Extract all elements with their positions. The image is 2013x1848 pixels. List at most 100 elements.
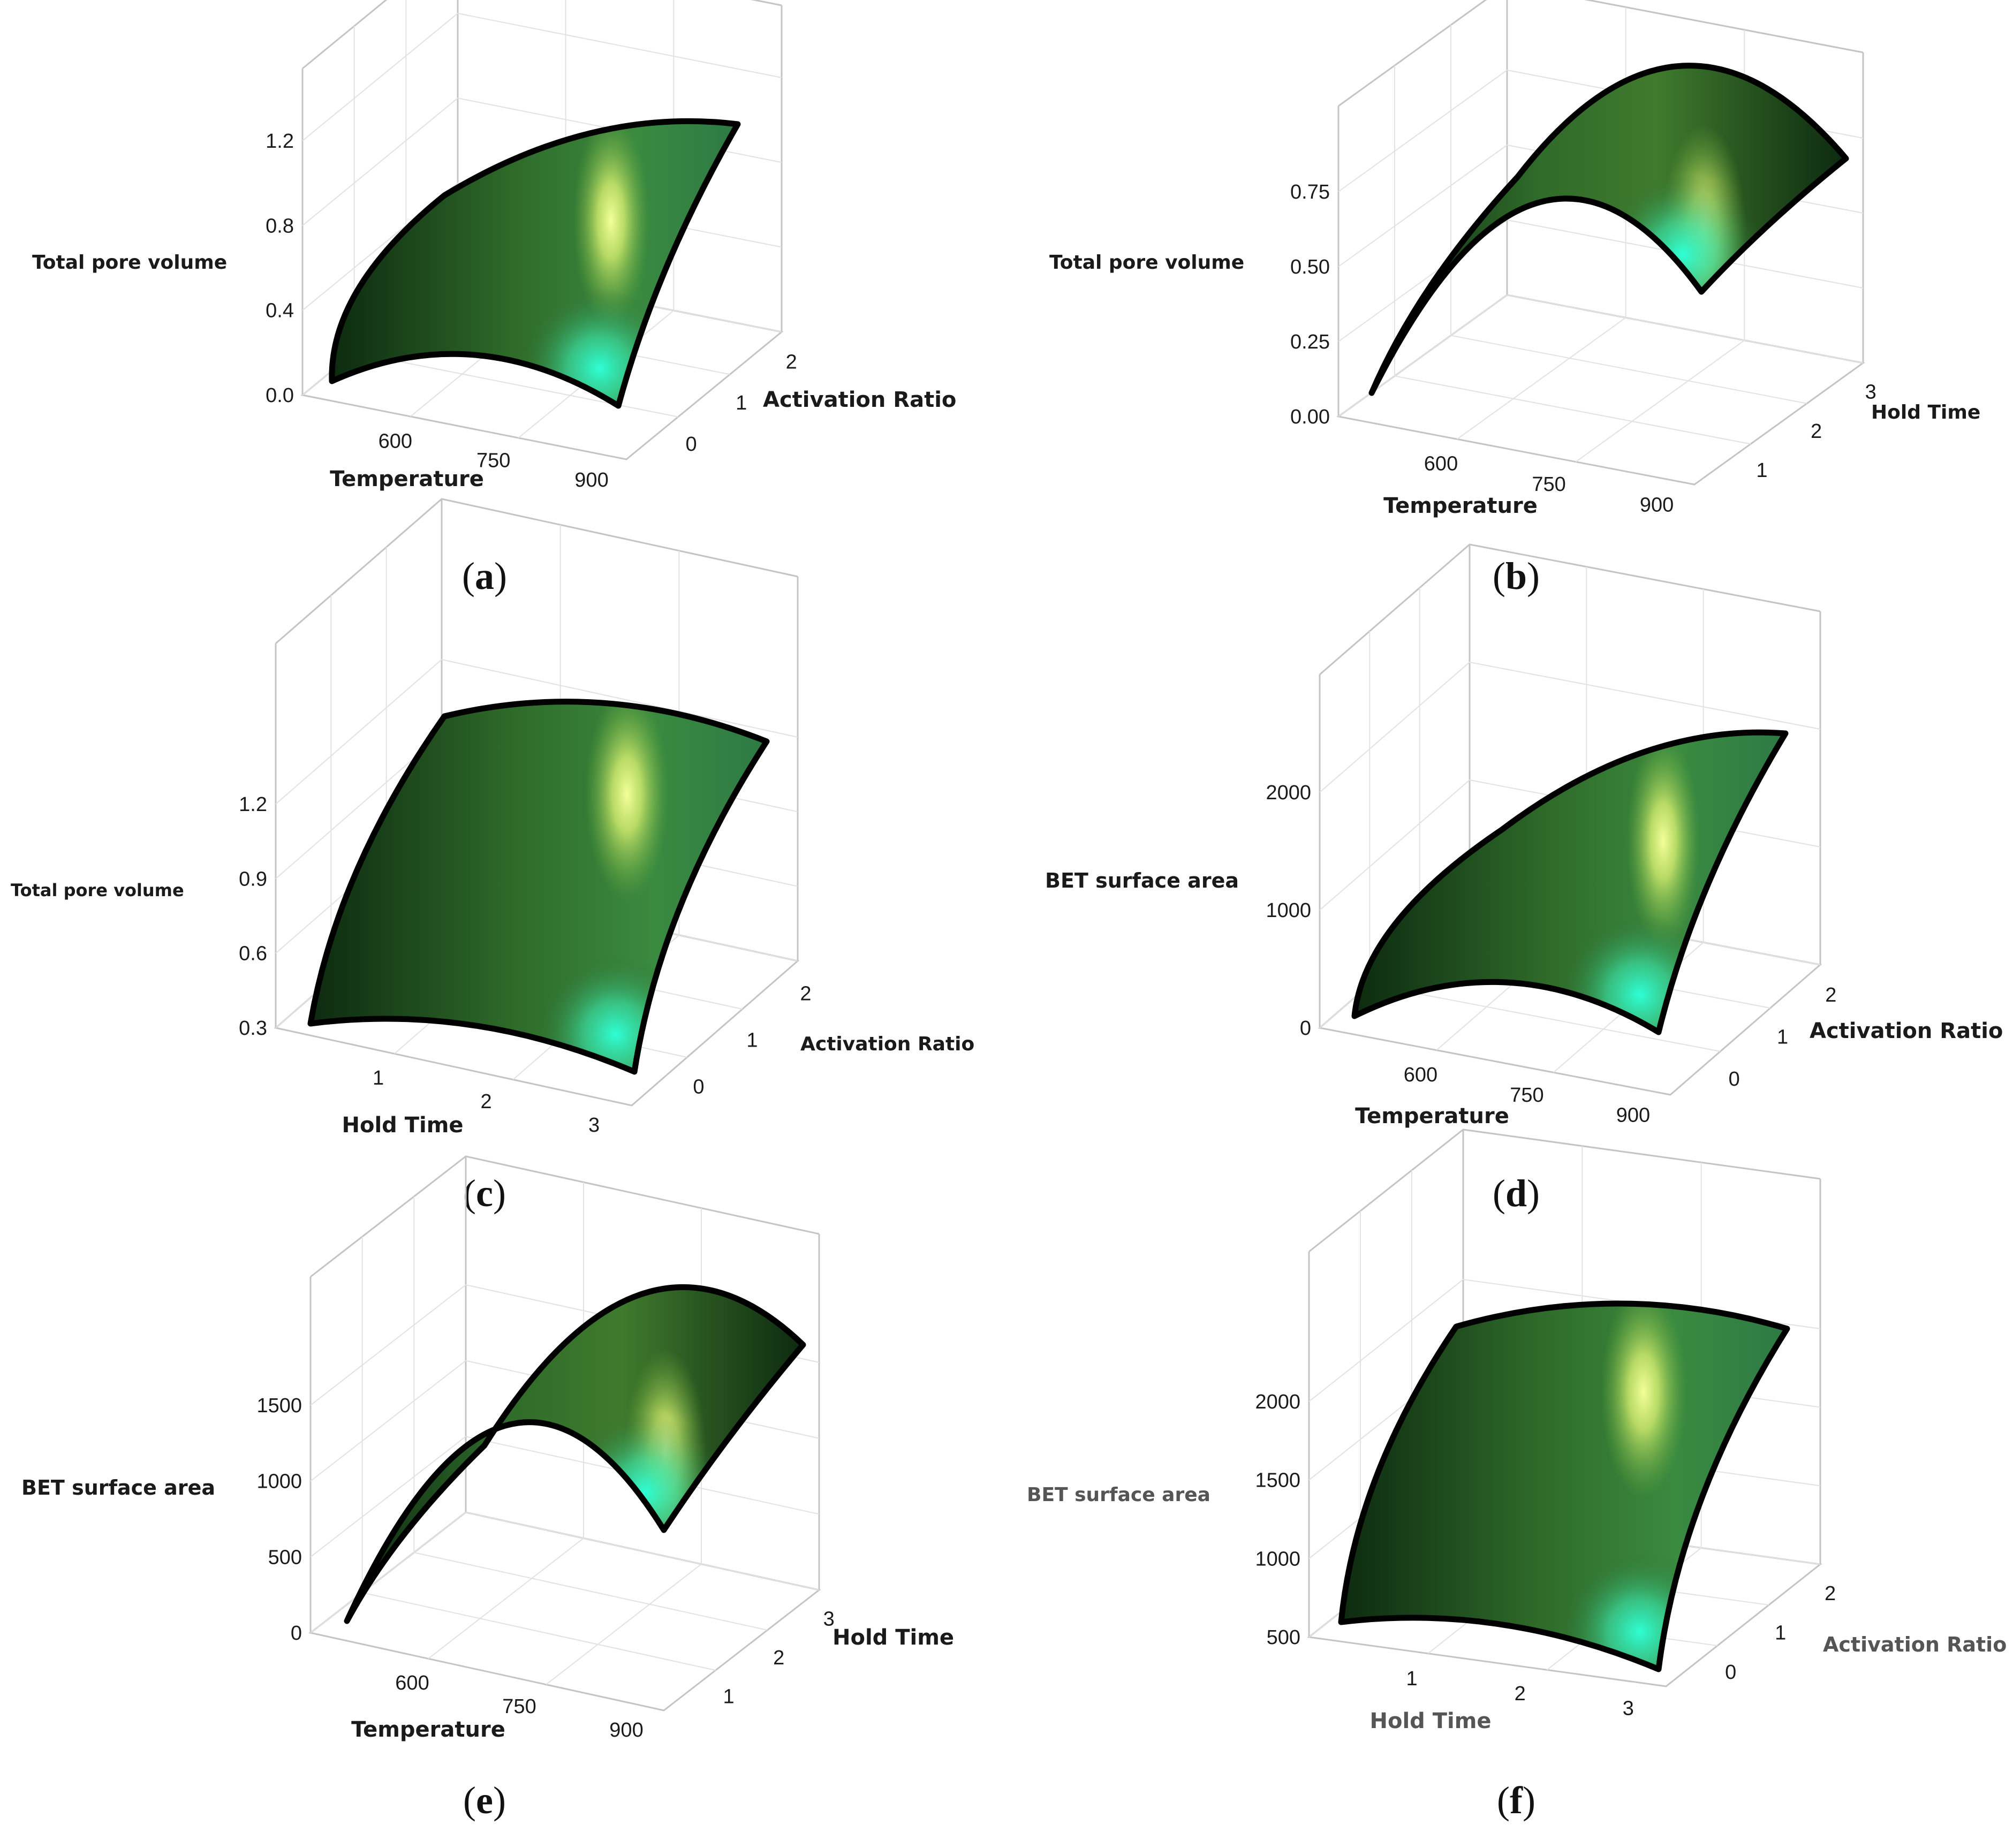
caption-close-paren: ): [1523, 1779, 1535, 1822]
y-axis: 3 2 1: [723, 1608, 835, 1708]
z-tick-label: 1000: [1255, 1548, 1300, 1570]
floor-gridline: [1369, 984, 1721, 1052]
x-tick-label: 900: [574, 469, 608, 491]
z-tick-label: 0.75: [1290, 181, 1330, 203]
z-tick-label: 1.2: [266, 130, 294, 153]
x-tick-label: 2: [1515, 1683, 1526, 1705]
panel-caption: (b): [1493, 555, 1540, 597]
floor-gridline: [414, 1552, 768, 1631]
z-tick-label: 0.6: [239, 943, 267, 965]
z-axis: 0 1000 2000: [1266, 782, 1311, 1040]
z-tick-label: 0.0: [266, 384, 294, 407]
caption-open-paren: (: [1493, 1172, 1505, 1215]
surface-edge: [1338, 1300, 1790, 1672]
caption-close-paren: ): [1527, 1172, 1540, 1215]
caption-letter: d: [1505, 1172, 1527, 1215]
y-tick-label: 0: [686, 433, 697, 456]
floor-gridline: [1394, 375, 1751, 445]
floor-gridline: [1457, 317, 1626, 440]
caption-letter: c: [476, 1172, 493, 1215]
x-axis: 600 750 900: [1404, 1064, 1650, 1127]
response-surface: [1338, 1300, 1790, 1672]
z-tick-label: 0: [1300, 1017, 1311, 1040]
surface-highlight-cyan: [1560, 1551, 1720, 1669]
y-tick-label: 0: [1725, 1661, 1736, 1684]
y-tick-label: 1: [1775, 1622, 1786, 1644]
y-axis: 2 1 0: [1729, 984, 1837, 1090]
x-axis-title: Temperature: [1383, 494, 1538, 518]
response-surface: [1368, 63, 1849, 396]
y-tick-label: 2: [1811, 420, 1822, 443]
z-tick-label: 1000: [256, 1471, 302, 1493]
panel-caption: (a): [462, 555, 507, 597]
z-axis: 0.0 0.4 0.8 1.2: [266, 130, 294, 407]
y-axis: 2 1 0: [693, 983, 811, 1099]
z-axis-title: BET surface area: [1045, 869, 1239, 892]
axes-top-edge: [1319, 543, 1821, 676]
panel-caption: (c): [463, 1172, 506, 1215]
x-tick-label: 600: [1404, 1064, 1437, 1086]
axes-box: [1336, 0, 1865, 486]
x-tick-label: 900: [609, 1719, 643, 1741]
caption-letter: b: [1505, 555, 1527, 597]
y-axis-title: Hold Time: [1871, 402, 1980, 423]
y-tick-label: 2: [773, 1647, 784, 1669]
z-axis: 500 1000 1500 2000: [1255, 1391, 1300, 1649]
x-tick-label: 900: [1640, 494, 1674, 516]
caption-letter: a: [475, 555, 494, 597]
caption-close-paren: ): [493, 1779, 506, 1822]
axes-floor: [1336, 294, 1865, 486]
z-tick-label: 0.3: [239, 1017, 267, 1040]
x-tick-label: 3: [588, 1114, 600, 1137]
x-tick-label: 900: [1616, 1104, 1650, 1127]
surface-highlight-yellow: [1626, 734, 1700, 948]
surface-fill: [1372, 65, 1846, 393]
z-tick-label: 2000: [1266, 782, 1311, 804]
z-tick-label: 500: [1267, 1626, 1300, 1649]
y-axis: 2 1 0: [686, 351, 797, 456]
y-tick-label: 1: [1777, 1026, 1788, 1049]
caption-open-paren: (: [1493, 555, 1505, 597]
axes-top-edge: [302, 0, 782, 70]
floor-gridline: [428, 1538, 584, 1660]
panel-caption: (d): [1493, 1172, 1540, 1215]
x-tick-label: 600: [395, 1672, 429, 1694]
z-tick-label: 0: [291, 1622, 302, 1645]
x-axis: 600 750 900: [1424, 452, 1674, 516]
x-tick-label: 750: [502, 1695, 536, 1718]
panel-caption: (e): [463, 1779, 506, 1822]
surface-edge: [329, 118, 741, 409]
z-tick-label: 1000: [1266, 899, 1311, 922]
axes-top-edge: [310, 1155, 820, 1278]
z-axis: 0.3 0.6 0.9 1.2: [239, 793, 267, 1040]
x-tick-label: 750: [476, 450, 510, 472]
z-tick-label: 0.8: [266, 215, 294, 237]
panel-f: 500 1000 1500 2000 1 2 3 2 1 0 BET surface area Hol…: [1027, 1129, 2007, 1822]
gridlines: [310, 1182, 820, 1685]
x-tick-label: 600: [1424, 452, 1458, 475]
z-tick-label: 500: [268, 1546, 302, 1569]
wall-gridline: [1338, 219, 1864, 342]
z-tick-label: 0.00: [1290, 406, 1330, 428]
response-surface: [329, 118, 741, 409]
caption-letter: f: [1510, 1779, 1523, 1822]
y-axis-title: Activation Ratio: [763, 388, 956, 412]
y-tick-label: 2: [786, 351, 797, 373]
y-tick-label: 1: [746, 1029, 758, 1052]
surface-edge: [1368, 63, 1849, 396]
surface-edge: [344, 1284, 806, 1624]
x-axis-title: Hold Time: [342, 1113, 463, 1138]
y-axis: 2 1 0: [1725, 1582, 1836, 1684]
y-axis: 3 2 1: [1756, 381, 1876, 482]
panel-d: 0 1000 2000 600 750 900 2 1 0 BET surface area Tem…: [1045, 543, 2003, 1215]
surface-edge: [1351, 729, 1789, 1035]
caption-open-paren: (: [463, 1779, 476, 1822]
z-tick-label: 1500: [256, 1395, 302, 1417]
z-tick-label: 1500: [1255, 1470, 1300, 1492]
floor-gridline: [1450, 335, 1807, 404]
z-axis-title: Total pore volume: [32, 252, 227, 274]
gridlines: [1338, 7, 1864, 463]
x-tick-label: 750: [1532, 473, 1565, 496]
axes-top-edge: [275, 498, 798, 645]
